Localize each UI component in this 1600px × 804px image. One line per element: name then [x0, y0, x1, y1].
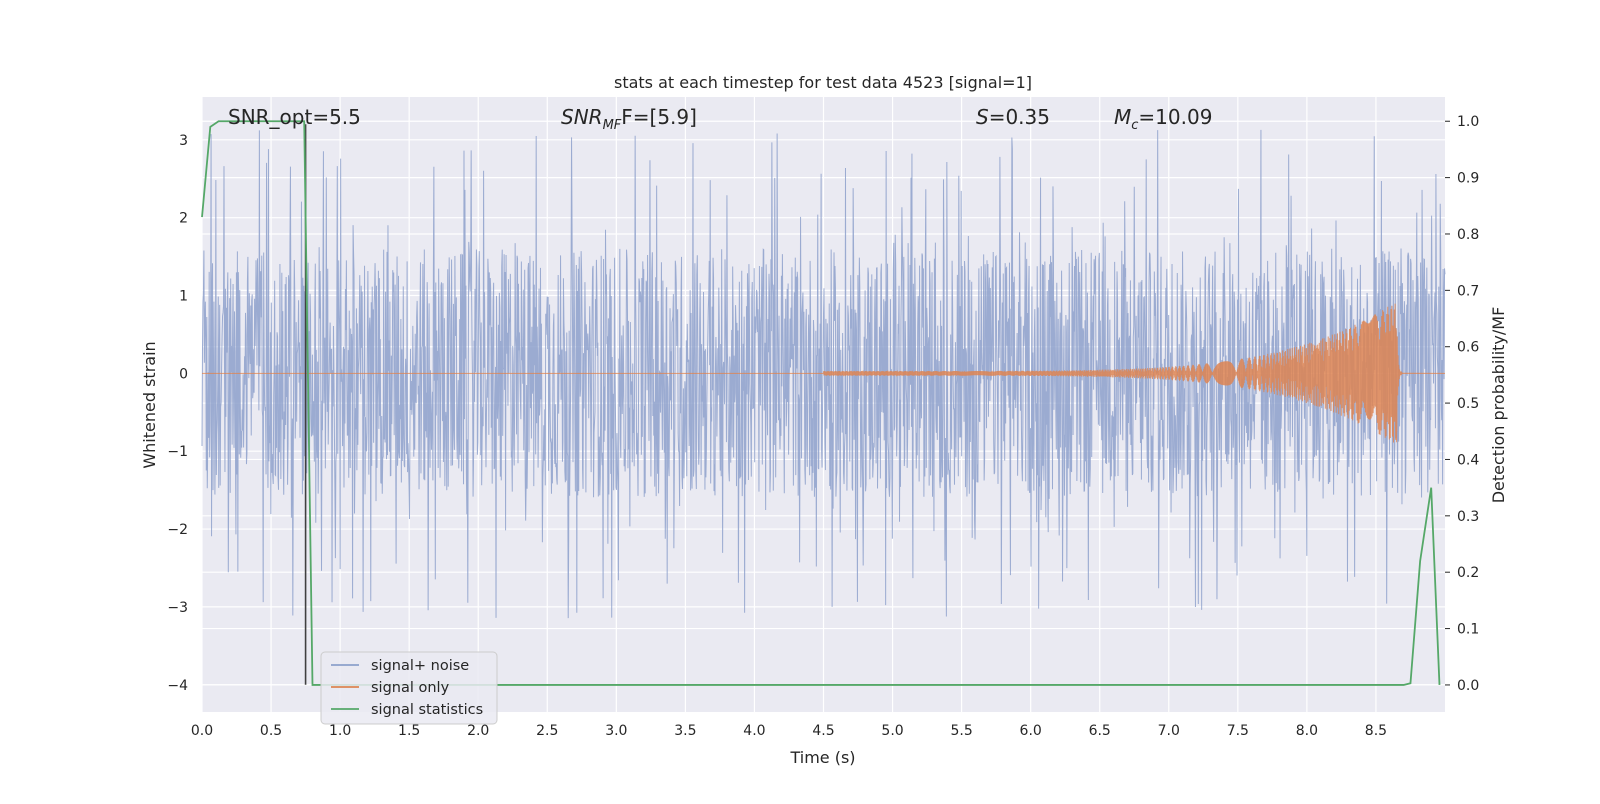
legend-label-signal: signal only	[371, 680, 450, 696]
x-tick-label: 7.5	[1227, 723, 1249, 739]
x-tick-label: 8.5	[1365, 723, 1387, 739]
s-annotation: S=0.35	[976, 105, 1050, 129]
right-y-tick-label: 0.5	[1457, 396, 1479, 412]
x-tick-labels: 0.0 0.5 1.0 1.5 2.0 2.5 3.0 3.5 4.0 4.5 5.0 5.5 6.0 6…	[191, 723, 1387, 739]
x-tick-label: 3.0	[605, 723, 627, 739]
left-y-tick-label: −1	[167, 444, 188, 460]
left-y-tick-label: 2	[179, 211, 188, 227]
left-y-tick-label: −3	[167, 600, 188, 616]
right-y-tick-label: 0.0	[1457, 678, 1479, 694]
chart-title: stats at each timestep for test data 452…	[614, 73, 1032, 92]
mc-annotation: Mc=10.09	[1114, 105, 1212, 133]
signal-noise-line	[201, 129, 1446, 619]
legend-label-stats: signal statistics	[371, 702, 483, 718]
x-axis-title: Time (s)	[789, 748, 855, 767]
signal-only-series	[202, 303, 1446, 443]
left-y-tick-label: 3	[179, 133, 188, 149]
x-tick-label: 4.0	[743, 723, 765, 739]
right-y-tick-label: 1.0	[1457, 114, 1479, 130]
x-tick-label: 8.0	[1296, 723, 1318, 739]
right-y-tick-labels: 1.0 0.9 0.8 0.7 0.6 0.5 0.4 0.3 0.2 0.1 0.0	[1457, 114, 1479, 694]
legend: signal+ noise signal only signal statist…	[320, 651, 498, 725]
right-y-tick-label: 0.2	[1457, 565, 1479, 581]
x-tick-label: 5.0	[881, 723, 903, 739]
right-y-tick-label: 0.8	[1457, 227, 1479, 243]
legend-box	[320, 651, 498, 725]
x-tick-label: 1.5	[398, 723, 420, 739]
x-tick-label: 0.5	[260, 723, 282, 739]
left-y-axis-title: Whitened strain	[140, 341, 159, 468]
left-y-tick-label: 1	[179, 289, 188, 305]
x-tick-label: 7.0	[1158, 723, 1180, 739]
x-tick-label: 0.0	[191, 723, 213, 739]
right-y-tick-label: 0.7	[1457, 283, 1479, 299]
snr-opt-annotation: SNR_opt=5.5	[228, 105, 361, 129]
right-y-axis-title: Detection probability/MF	[1489, 307, 1508, 504]
right-y-tick-label: 0.9	[1457, 171, 1479, 187]
right-y-tick-label: 0.4	[1457, 452, 1479, 468]
x-tick-label: 2.5	[536, 723, 558, 739]
x-tick-label: 5.5	[950, 723, 972, 739]
snr-mf-annotation: SNRMFF=[5.9]	[561, 105, 697, 133]
left-y-tick-label: −2	[167, 522, 188, 538]
right-y-tick-label: 0.3	[1457, 509, 1479, 525]
right-y-tick-label: 0.6	[1457, 340, 1479, 356]
signal-only-line	[202, 303, 1446, 443]
x-tick-label: 3.5	[674, 723, 696, 739]
left-y-tick-labels: 3 2 1 0 −1 −2 −3 −4	[167, 133, 188, 694]
x-tick-label: 4.5	[812, 723, 834, 739]
x-tick-label: 6.0	[1020, 723, 1042, 739]
legend-label-noise: signal+ noise	[371, 658, 469, 674]
x-tick-label: 2.0	[467, 723, 489, 739]
left-y-tick-label: 0	[179, 366, 188, 382]
left-y-tick-label: −4	[167, 678, 188, 694]
right-y-tick-label: 0.1	[1457, 622, 1479, 638]
signal-noise-series	[201, 129, 1446, 619]
x-tick-label: 6.5	[1089, 723, 1111, 739]
x-tick-label: 1.0	[329, 723, 351, 739]
